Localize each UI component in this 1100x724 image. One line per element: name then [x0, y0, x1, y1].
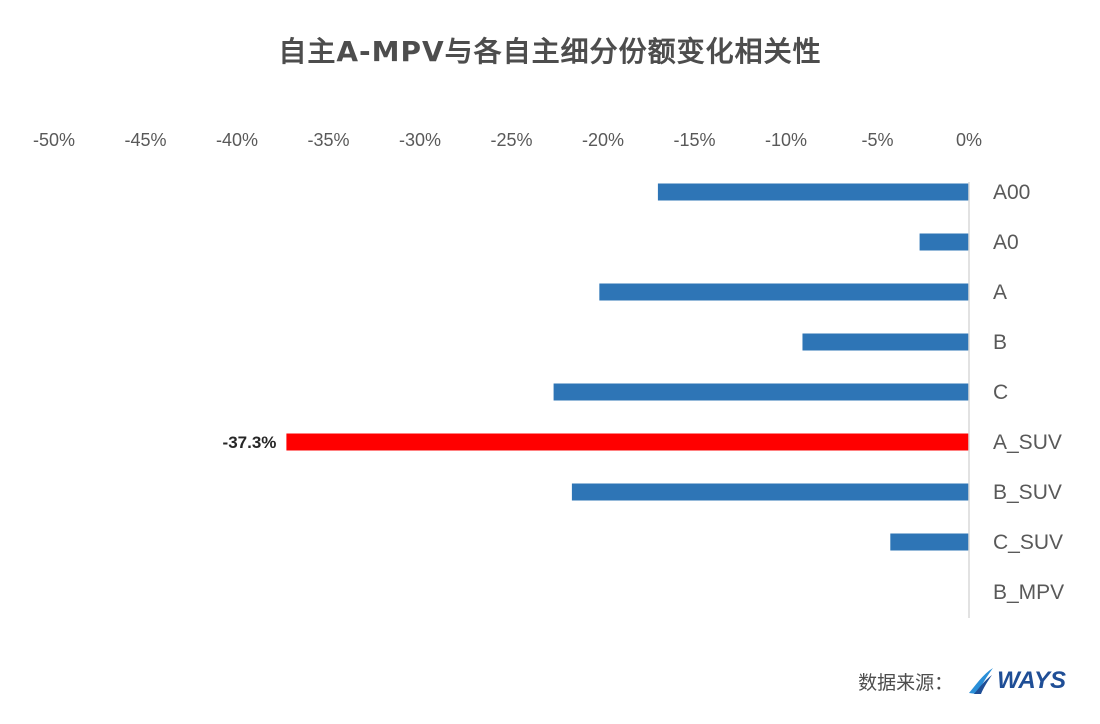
category-label: B: [993, 331, 1007, 354]
category-label: A00: [993, 181, 1030, 204]
category-label: A_SUV: [993, 431, 1062, 454]
x-tick-label: 0%: [956, 130, 982, 150]
category-label: A: [993, 281, 1007, 304]
category-label: C_SUV: [993, 531, 1063, 554]
ways-logo: WAYS: [965, 666, 1066, 696]
bar-a: [599, 283, 969, 301]
chart-title: 自主A-MPV与各自主细分份额变化相关性: [278, 35, 822, 68]
x-tick-label: -30%: [399, 130, 441, 150]
bar-c: [553, 383, 969, 401]
data-labels: -37.3%: [223, 433, 277, 452]
category-label: A0: [993, 231, 1019, 254]
bar-a00: [657, 183, 969, 201]
x-tick-label: -20%: [582, 130, 624, 150]
data-label: -37.3%: [223, 433, 277, 452]
bar-a-suv: [286, 433, 969, 451]
bar-c-suv: [890, 533, 969, 551]
category-label: B_SUV: [993, 481, 1062, 504]
x-tick-label: -10%: [765, 130, 807, 150]
bar-a0: [919, 233, 969, 251]
source-label: 数据来源：: [858, 671, 954, 694]
x-tick-label: -50%: [33, 130, 75, 150]
category-label: C: [993, 381, 1008, 404]
ways-logo-text: WAYS: [997, 667, 1066, 694]
bar-b: [802, 333, 969, 351]
x-tick-label: -45%: [124, 130, 166, 150]
category-label: B_MPV: [993, 581, 1064, 604]
x-axis-ticks: -50% -45% -40% -35% -30% -25% -20% -15% -10% -5% 0…: [33, 130, 982, 150]
ways-swoosh-icon: [969, 668, 994, 694]
category-labels: A00 A0 A B C A_SUV B_SUV C_SUV B_MPV: [993, 181, 1064, 604]
x-tick-label: -40%: [216, 130, 258, 150]
x-tick-label: -35%: [307, 130, 349, 150]
x-tick-label: -25%: [490, 130, 532, 150]
source-attribution: 数据来源： WAYS: [858, 666, 1066, 696]
x-tick-label: -15%: [673, 130, 715, 150]
bars: [286, 183, 969, 551]
x-tick-label: -5%: [861, 130, 893, 150]
bar-b-suv: [571, 483, 969, 501]
